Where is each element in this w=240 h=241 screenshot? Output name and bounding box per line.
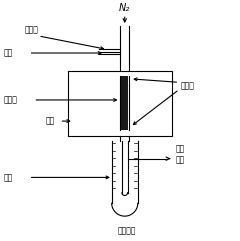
Text: N₂: N₂ xyxy=(119,3,130,13)
Text: 进样: 进样 xyxy=(4,48,13,58)
Bar xyxy=(68,71,172,136)
Text: 液氮: 液氮 xyxy=(4,173,13,182)
Text: 气相
分析: 气相 分析 xyxy=(176,145,185,164)
Text: 却化剑: 却化剑 xyxy=(4,95,18,104)
Bar xyxy=(121,76,128,130)
Text: 炉子: 炉子 xyxy=(45,117,54,126)
Text: 液体样品: 液体样品 xyxy=(118,226,136,235)
Text: 木质素: 木质素 xyxy=(25,25,39,34)
Text: 石英棉: 石英棉 xyxy=(180,81,194,90)
